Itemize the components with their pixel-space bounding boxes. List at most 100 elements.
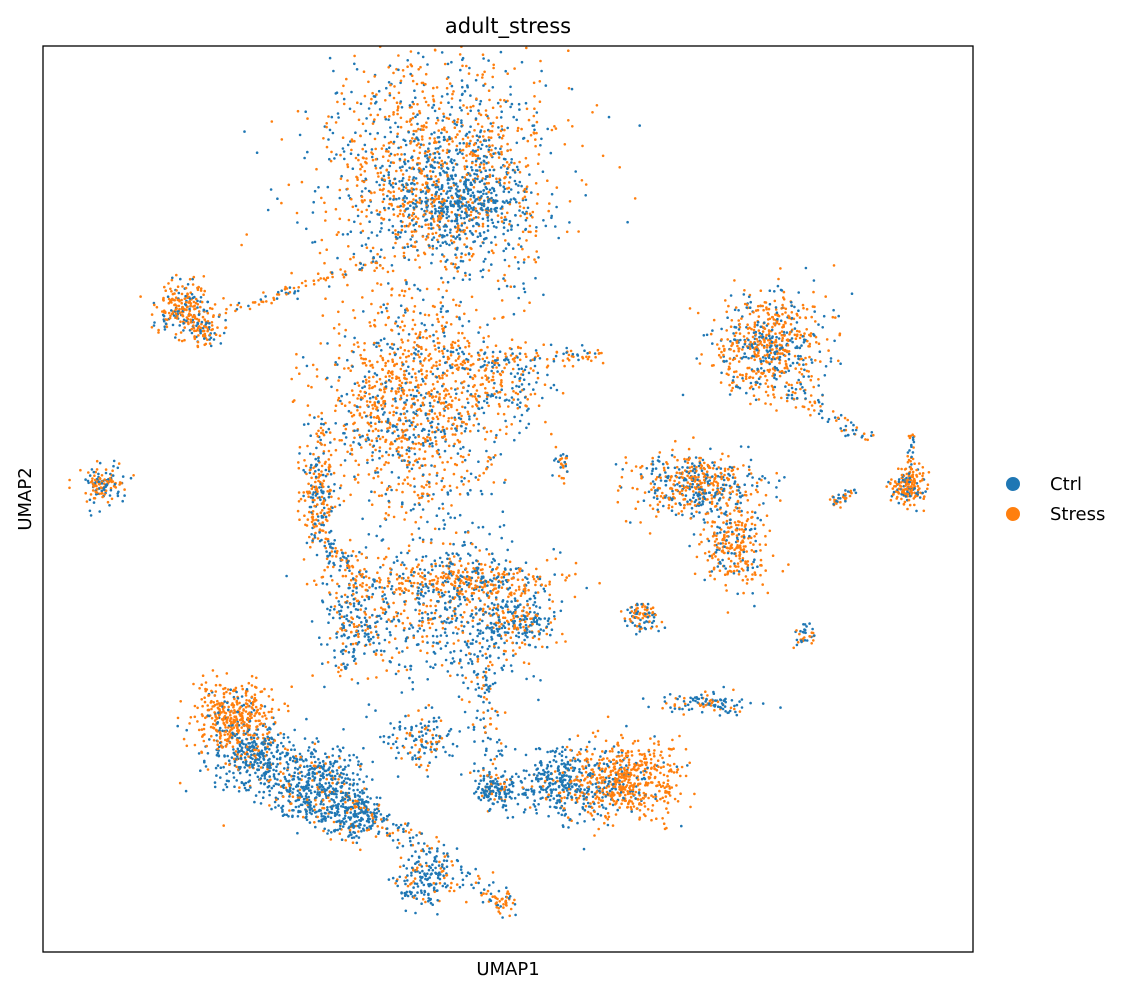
point-ctrl (681, 513, 684, 517)
point-stress (825, 338, 829, 341)
point-ctrl (653, 491, 657, 495)
point-ctrl (729, 340, 732, 343)
point-ctrl (529, 597, 532, 601)
point-ctrl (572, 769, 576, 772)
point-ctrl (910, 463, 913, 466)
point-stress (363, 390, 367, 394)
point-ctrl (452, 276, 456, 280)
point-ctrl (417, 643, 420, 646)
point-ctrl (439, 647, 443, 650)
point-stress (336, 549, 339, 553)
point-stress (334, 546, 337, 550)
point-stress (307, 495, 310, 499)
point-stress (551, 600, 554, 603)
point-stress (418, 333, 422, 336)
point-stress (471, 542, 474, 546)
point-ctrl (457, 604, 460, 608)
point-stress (403, 158, 407, 161)
point-ctrl (464, 271, 467, 275)
point-ctrl (510, 790, 514, 794)
point-ctrl (476, 634, 479, 638)
point-stress (523, 591, 527, 595)
point-stress (180, 292, 184, 296)
point-stress (392, 615, 396, 619)
point-ctrl (467, 178, 470, 182)
point-ctrl (423, 323, 426, 327)
point-ctrl (434, 436, 437, 439)
point-ctrl (468, 130, 471, 134)
point-ctrl (510, 102, 514, 106)
point-ctrl (600, 803, 604, 807)
point-ctrl (500, 536, 504, 540)
point-stress (312, 282, 316, 286)
point-stress (456, 133, 459, 136)
point-ctrl (369, 421, 373, 425)
point-ctrl (256, 728, 260, 731)
point-ctrl (802, 389, 806, 393)
point-stress (453, 584, 457, 588)
point-stress (350, 678, 354, 681)
point-stress (518, 170, 522, 174)
point-stress (630, 808, 633, 811)
point-ctrl (794, 388, 798, 391)
point-stress (704, 703, 707, 707)
point-ctrl (237, 790, 241, 793)
point-ctrl (409, 839, 412, 843)
point-ctrl (486, 594, 489, 597)
point-ctrl (724, 513, 727, 516)
point-stress (297, 466, 301, 470)
point-ctrl (359, 102, 363, 106)
point-stress (344, 328, 348, 332)
point-stress (398, 379, 402, 383)
point-stress (396, 132, 400, 136)
point-stress (737, 319, 740, 322)
point-stress (407, 714, 410, 717)
point-stress (396, 406, 399, 410)
point-stress (905, 472, 909, 476)
point-stress (375, 676, 378, 679)
point-stress (668, 785, 671, 788)
point-ctrl (738, 491, 742, 495)
point-ctrl (486, 229, 490, 232)
point-ctrl (527, 371, 531, 375)
point-stress (429, 370, 433, 374)
point-stress (465, 64, 468, 68)
point-stress (661, 817, 664, 820)
point-ctrl (742, 355, 745, 359)
point-stress (215, 674, 219, 678)
point-ctrl (212, 338, 216, 341)
point-stress (499, 742, 503, 745)
point-stress (471, 405, 474, 408)
point-stress (360, 357, 363, 360)
point-ctrl (281, 751, 284, 754)
point-stress (487, 664, 490, 668)
point-ctrl (468, 449, 472, 453)
point-stress (618, 788, 621, 791)
point-stress (627, 801, 630, 805)
point-ctrl (471, 521, 474, 525)
point-ctrl (88, 509, 92, 513)
point-ctrl (427, 868, 431, 872)
point-stress (103, 493, 106, 496)
point-stress (458, 130, 462, 133)
point-ctrl (517, 385, 521, 389)
point-ctrl (567, 826, 570, 829)
point-ctrl (370, 490, 373, 494)
point-stress (163, 285, 166, 289)
point-stress (407, 589, 411, 592)
point-ctrl (343, 615, 346, 618)
point-stress (360, 595, 364, 598)
point-stress (518, 379, 521, 383)
point-stress (256, 737, 259, 740)
point-ctrl (196, 299, 199, 303)
point-stress (223, 733, 226, 736)
point-stress (729, 559, 733, 563)
point-stress (399, 169, 403, 172)
point-ctrl (232, 748, 235, 751)
point-stress (396, 205, 399, 209)
point-stress (436, 380, 439, 384)
point-ctrl (391, 431, 395, 435)
point-stress (363, 348, 366, 352)
point-stress (663, 468, 666, 472)
point-stress (453, 614, 457, 617)
